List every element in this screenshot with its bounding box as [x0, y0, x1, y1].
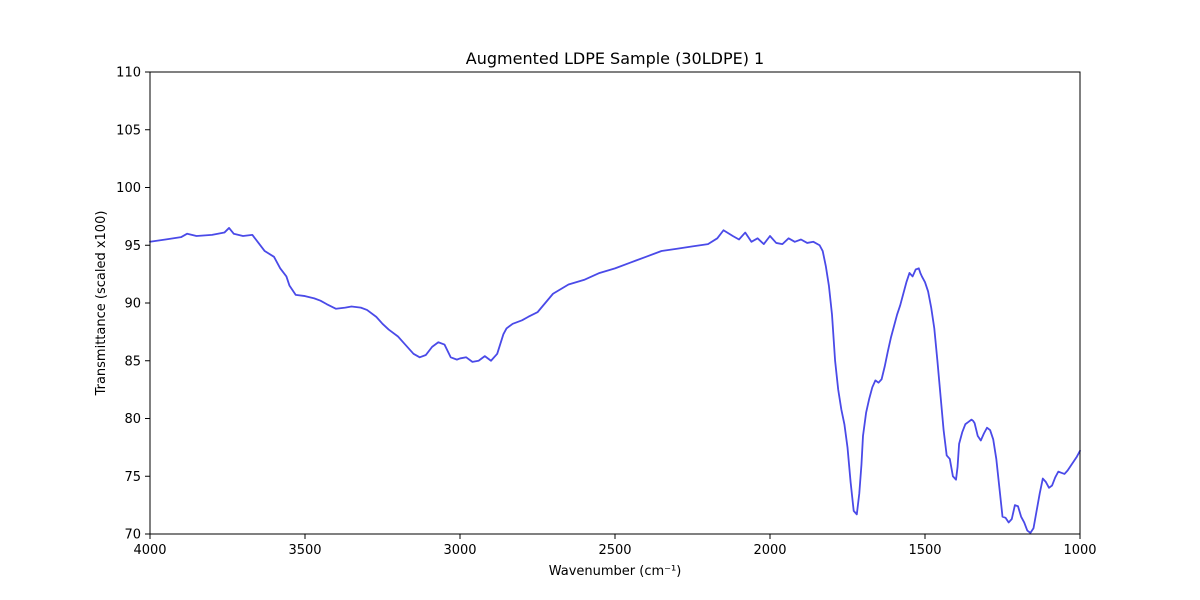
x-axis-label: Wavenumber (cm⁻¹) [549, 564, 682, 579]
x-tick-label: 1000 [1063, 543, 1096, 558]
y-tick-label: 75 [124, 470, 141, 485]
y-tick-label: 70 [124, 528, 141, 543]
x-tick-label: 3500 [288, 543, 321, 558]
x-axis: 4000 3500 3000 2500 2000 1500 1000 [133, 534, 1097, 558]
y-tick-label: 105 [116, 123, 141, 138]
y-tick-label: 100 [116, 181, 141, 196]
x-tick-label: 3000 [443, 543, 476, 558]
y-tick-label: 85 [124, 354, 141, 369]
x-tick-label: 4000 [133, 543, 166, 558]
y-tick-label: 95 [124, 239, 141, 254]
x-tick-label: 1500 [908, 543, 941, 558]
chart-title: Augmented LDPE Sample (30LDPE) 1 [466, 49, 764, 68]
plot-area [149, 71, 1081, 535]
y-tick-label: 80 [124, 412, 141, 427]
plot-frame [149, 71, 1081, 535]
x-tick-label: 2000 [753, 543, 786, 558]
x-tick-label: 2500 [598, 543, 631, 558]
y-tick-label: 90 [124, 297, 141, 312]
y-axis: 70 75 80 85 90 95 100 105 110 [116, 66, 150, 543]
series-line [149, 227, 1081, 534]
y-tick-label: 110 [116, 66, 141, 81]
y-axis-label: Transmittance (scaled x100) [94, 211, 109, 397]
